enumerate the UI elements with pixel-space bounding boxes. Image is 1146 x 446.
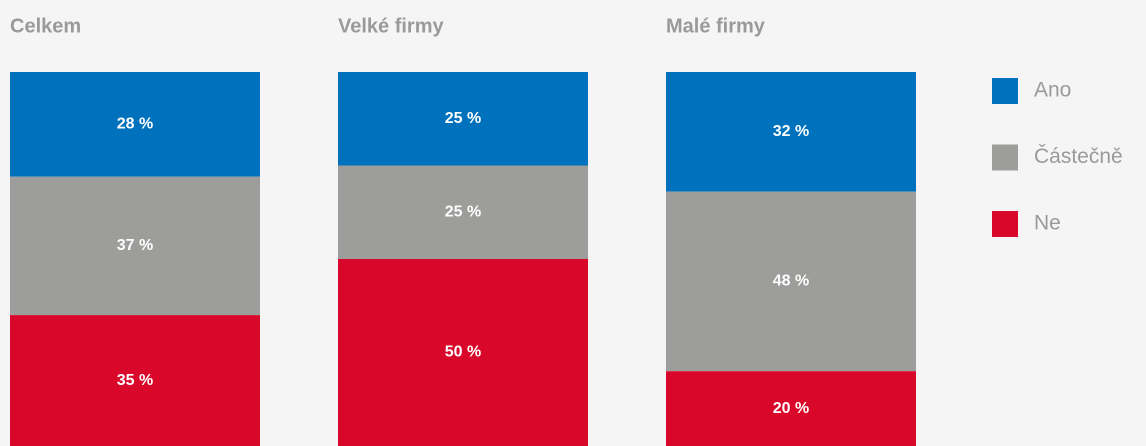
legend-label: Částečně: [1034, 145, 1123, 168]
value-label: 25 %: [445, 203, 481, 220]
category-title: Velké firmy: [338, 15, 445, 37]
bar-segment: [338, 165, 588, 259]
value-label: 25 %: [445, 110, 481, 127]
legend-swatch: [992, 144, 1018, 171]
legend-swatch: [992, 211, 1018, 237]
category-title: Celkem: [10, 15, 81, 37]
legend-label: Ano: [1034, 79, 1071, 102]
value-label: 35 %: [117, 372, 153, 389]
value-label: 32 %: [773, 123, 809, 140]
bar-segment: [666, 371, 916, 446]
bar-segment: [10, 176, 260, 316]
bar-segment: [338, 259, 588, 446]
value-label: 48 %: [773, 273, 809, 290]
category-title: Malé firmy: [666, 15, 766, 37]
legend-label: Ne: [1034, 212, 1061, 235]
bar-segment: [666, 191, 916, 372]
bar-segment: [10, 72, 260, 177]
value-label: 28 %: [117, 116, 153, 133]
value-label: 37 %: [117, 237, 153, 254]
bar-segment: [10, 315, 260, 446]
legend-swatch: [992, 78, 1018, 104]
bar-segment: [338, 72, 588, 166]
value-label: 20 %: [773, 400, 809, 417]
bar-segment: [666, 72, 916, 192]
value-label: 50 %: [445, 344, 481, 361]
